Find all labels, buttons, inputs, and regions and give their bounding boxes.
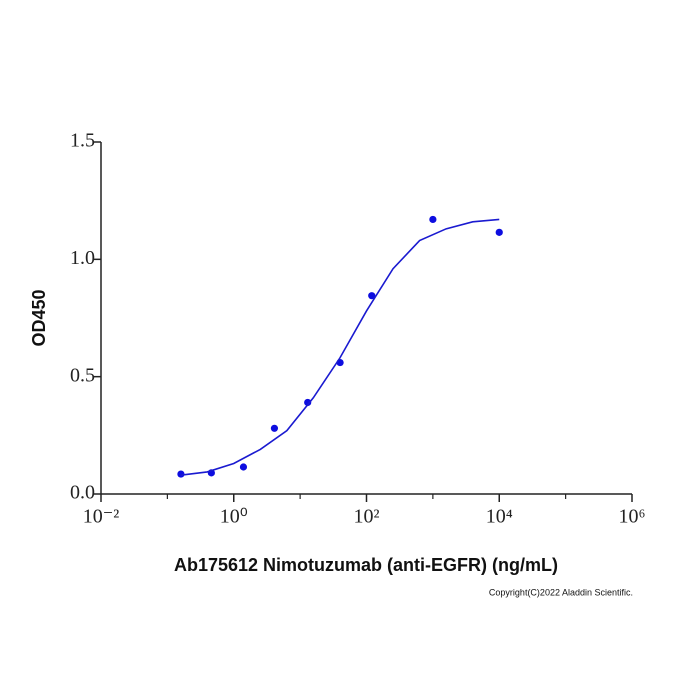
data-point (304, 398, 312, 407)
data-point (429, 215, 437, 224)
x-tick-label: 10⁶ (619, 506, 646, 528)
x-tick-label: 10² (354, 506, 380, 528)
data-point (495, 228, 503, 236)
data-point (270, 424, 279, 432)
x-tick-label: 10⁰ (220, 506, 248, 528)
y-tick-label: 0.0 (70, 482, 95, 504)
x-tick-label: 10⁻² (83, 506, 120, 528)
data-point (177, 470, 185, 478)
data-point (239, 463, 248, 471)
y-axis-label: OD450 (29, 289, 49, 346)
y-tick-label: 1.5 (70, 130, 95, 152)
copyright: Copyright(C)2022 Aladdin Scientific. (489, 587, 633, 597)
data-point (368, 292, 376, 300)
y-tick-label: 1.0 (70, 247, 95, 269)
x-axis-label: Ab175612 Nimotuzumab (anti-EGFR) (ng/mL) (174, 555, 558, 575)
y-tick-label: 0.5 (70, 364, 95, 386)
x-tick-label: 10⁴ (486, 506, 513, 528)
fit-curve (180, 218, 500, 477)
